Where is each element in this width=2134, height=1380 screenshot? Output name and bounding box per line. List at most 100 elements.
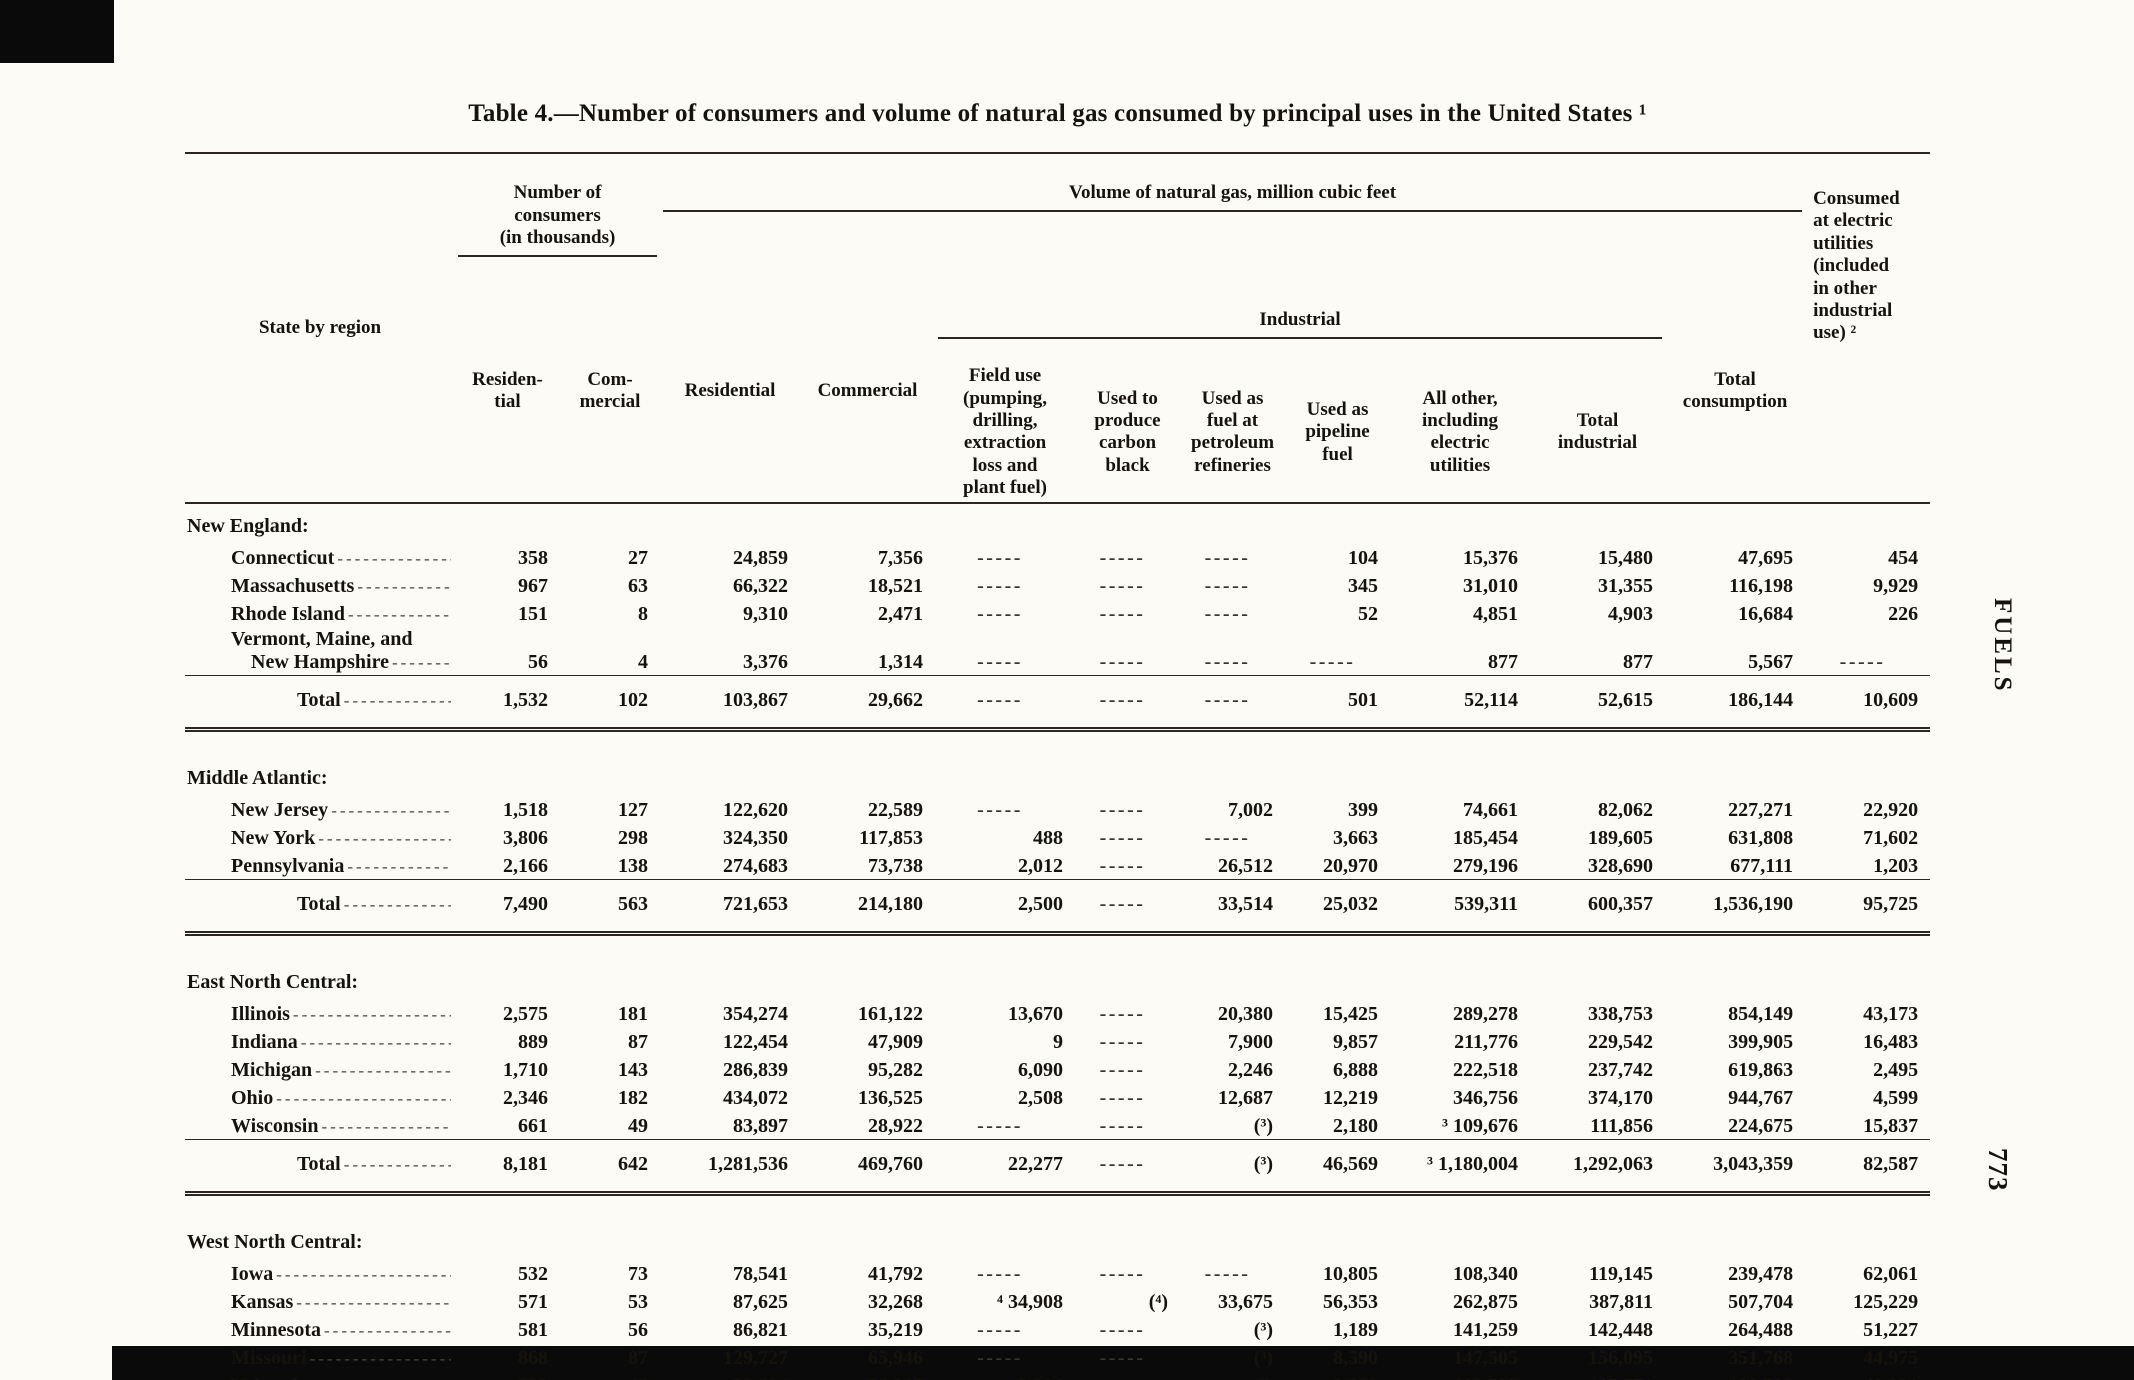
value-cell: ----- bbox=[1099, 574, 1146, 597]
state-name-cell: Kansas bbox=[185, 1287, 455, 1315]
value-cell: (³) bbox=[1180, 1138, 1286, 1196]
value-cell: 143 bbox=[618, 1058, 649, 1081]
state-name: Indiana bbox=[231, 1030, 298, 1053]
state-name-cell: Iowa bbox=[185, 1259, 455, 1287]
value-cell: 237,742 bbox=[1588, 1058, 1654, 1081]
value-cell: ----- bbox=[1180, 674, 1286, 732]
table-row: Connecticut 358 27 24,859 7,356 ----- ----- ---… bbox=[185, 543, 1930, 571]
value-cell: 116,198 bbox=[1729, 574, 1794, 597]
value-cell: 52,904 bbox=[660, 1371, 800, 1380]
value-cell: ----- bbox=[1204, 1262, 1251, 1285]
value-cell: 31,355 bbox=[1598, 574, 1654, 597]
value-cell: 32,268 bbox=[868, 1290, 924, 1313]
value-cell: 29,662 bbox=[800, 674, 936, 732]
value-cell: 2,246 bbox=[1228, 1058, 1274, 1081]
value-cell: 138 bbox=[618, 854, 649, 877]
value-cell: 12,687 bbox=[1218, 1086, 1274, 1109]
value-cell: 229,542 bbox=[1588, 1030, 1654, 1053]
dot-leader bbox=[344, 689, 451, 712]
value-cell: 129,727 bbox=[723, 1346, 789, 1369]
dot-leader bbox=[318, 827, 451, 850]
value-cell: 1,532 bbox=[455, 674, 560, 732]
value-cell: ----- bbox=[1204, 546, 1251, 569]
table-content-area: Table 4.—Number of consumers and volume … bbox=[185, 100, 1931, 1380]
value-cell: ----- bbox=[1075, 878, 1181, 936]
value-cell: 33,675 bbox=[1218, 1290, 1274, 1313]
value-cell: 47,909 bbox=[868, 1030, 924, 1053]
table-row: Massachusetts 967 63 66,322 18,521 ----- -----… bbox=[185, 571, 1930, 599]
value-cell: 3,663 bbox=[1333, 826, 1379, 849]
dot-leader bbox=[344, 893, 451, 916]
value-cell: 721,653 bbox=[660, 878, 801, 936]
header-group-volume: Volume of natural gas, million cubic fee… bbox=[660, 153, 1805, 281]
state-name: Pennsylvania bbox=[231, 854, 345, 877]
table-header: State by region Number of consumers (in … bbox=[185, 153, 1931, 503]
value-cell: 262,875 bbox=[1453, 1290, 1519, 1313]
state-name: Missouri bbox=[231, 1346, 307, 1369]
value-cell: 2,012 bbox=[1018, 854, 1064, 877]
value-cell: 104 bbox=[1348, 546, 1379, 569]
value-cell: ----- bbox=[1839, 650, 1886, 673]
value-cell: 44,975 bbox=[1863, 1346, 1919, 1369]
value-cell: 563 bbox=[560, 878, 661, 936]
value-cell: ----- bbox=[1204, 650, 1251, 673]
value-cell: 86,821 bbox=[733, 1318, 789, 1341]
value-cell: ----- bbox=[1099, 1058, 1146, 1081]
value-cell: ----- bbox=[1099, 1002, 1146, 1025]
value-cell: 108,340 bbox=[1453, 1262, 1519, 1285]
value-cell: 9,929 bbox=[1873, 574, 1919, 597]
region-label: Middle Atlantic: bbox=[187, 767, 328, 790]
state-name-cell: Massachusetts bbox=[185, 571, 455, 599]
value-cell: 211,776 bbox=[1454, 1030, 1519, 1053]
scan-artifact-top-left bbox=[0, 0, 114, 63]
value-cell: 189,605 bbox=[1588, 826, 1654, 849]
natural-gas-consumption-table: State by region Number of consumers (in … bbox=[185, 152, 1931, 1380]
value-cell: 20,970 bbox=[1323, 854, 1379, 877]
table-title: Table 4.—Number of consumers and volume … bbox=[468, 100, 1647, 127]
value-cell: 345 bbox=[1348, 574, 1379, 597]
state-name-cell: Indiana bbox=[185, 1027, 455, 1055]
table-row: Pennsylvania 2,166 138 274,683 73,738 2,012 --… bbox=[185, 851, 1930, 880]
value-cell: 338,753 bbox=[1588, 1002, 1654, 1025]
value-cell: 83,897 bbox=[733, 1114, 789, 1137]
value-cell: 73 bbox=[628, 1262, 649, 1285]
value-cell: 52 bbox=[1358, 602, 1379, 625]
value-cell: 507,704 bbox=[1728, 1290, 1794, 1313]
value-cell: 117,853 bbox=[859, 826, 924, 849]
value-cell: ----- bbox=[1075, 1371, 1180, 1380]
value-cell: ----- bbox=[1099, 854, 1146, 877]
value-cell: 9,857 bbox=[1333, 1030, 1379, 1053]
value-cell: ----- bbox=[977, 1318, 1023, 1341]
state-name-cell: Missouri bbox=[185, 1343, 455, 1371]
value-cell: 8,181 bbox=[455, 1138, 560, 1196]
value-cell: ----- bbox=[977, 1114, 1023, 1137]
value-cell: 346,756 bbox=[1453, 1086, 1519, 1109]
value-cell: 571 bbox=[518, 1290, 548, 1313]
dot-leader bbox=[296, 1291, 451, 1314]
value-cell: 10,805 bbox=[1323, 1262, 1379, 1285]
value-cell: 3,376 bbox=[743, 650, 789, 673]
value-cell: 26,512 bbox=[1218, 854, 1274, 877]
value-cell: 324,350 bbox=[723, 826, 789, 849]
value-cell: 1,314 bbox=[878, 650, 924, 673]
state-name: Connecticut bbox=[231, 546, 335, 569]
state-name: Total bbox=[297, 893, 341, 916]
value-cell: 338 bbox=[455, 1371, 560, 1380]
dot-leader bbox=[347, 855, 451, 878]
spacer-cell bbox=[185, 1193, 1930, 1220]
value-cell: 16,684 bbox=[1738, 602, 1794, 625]
value-cell: 399 bbox=[1348, 798, 1379, 821]
value-cell: 115,771 bbox=[1530, 1371, 1665, 1380]
value-cell: 642 bbox=[560, 1138, 661, 1196]
value-cell: 47,695 bbox=[1738, 546, 1794, 569]
region-total-row: Total1,532102103,86729,662--------------… bbox=[185, 674, 1931, 732]
table-row: Michigan 1,710 143 286,839 95,282 6,090 ----- 2… bbox=[185, 1055, 1930, 1083]
value-cell: ----- bbox=[977, 1262, 1023, 1285]
value-cell: 501 bbox=[1285, 674, 1391, 732]
value-cell: 18,521 bbox=[868, 574, 924, 597]
value-cell: ----- bbox=[977, 798, 1023, 821]
value-cell: 877 bbox=[1488, 650, 1519, 673]
spacer-cell bbox=[185, 933, 1930, 960]
value-cell: 198,592 bbox=[1665, 1371, 1805, 1380]
